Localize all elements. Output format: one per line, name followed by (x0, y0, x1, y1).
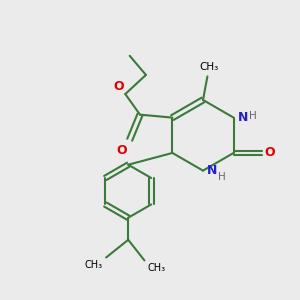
Text: CH₃: CH₃ (199, 62, 218, 72)
Text: N: N (237, 111, 248, 124)
Text: H: H (218, 172, 226, 182)
Text: H: H (249, 111, 257, 121)
Text: CH₃: CH₃ (148, 263, 166, 273)
Text: O: O (264, 146, 274, 159)
Text: CH₃: CH₃ (85, 260, 103, 270)
Text: N: N (207, 164, 217, 177)
Text: O: O (116, 144, 127, 157)
Text: O: O (113, 80, 124, 93)
